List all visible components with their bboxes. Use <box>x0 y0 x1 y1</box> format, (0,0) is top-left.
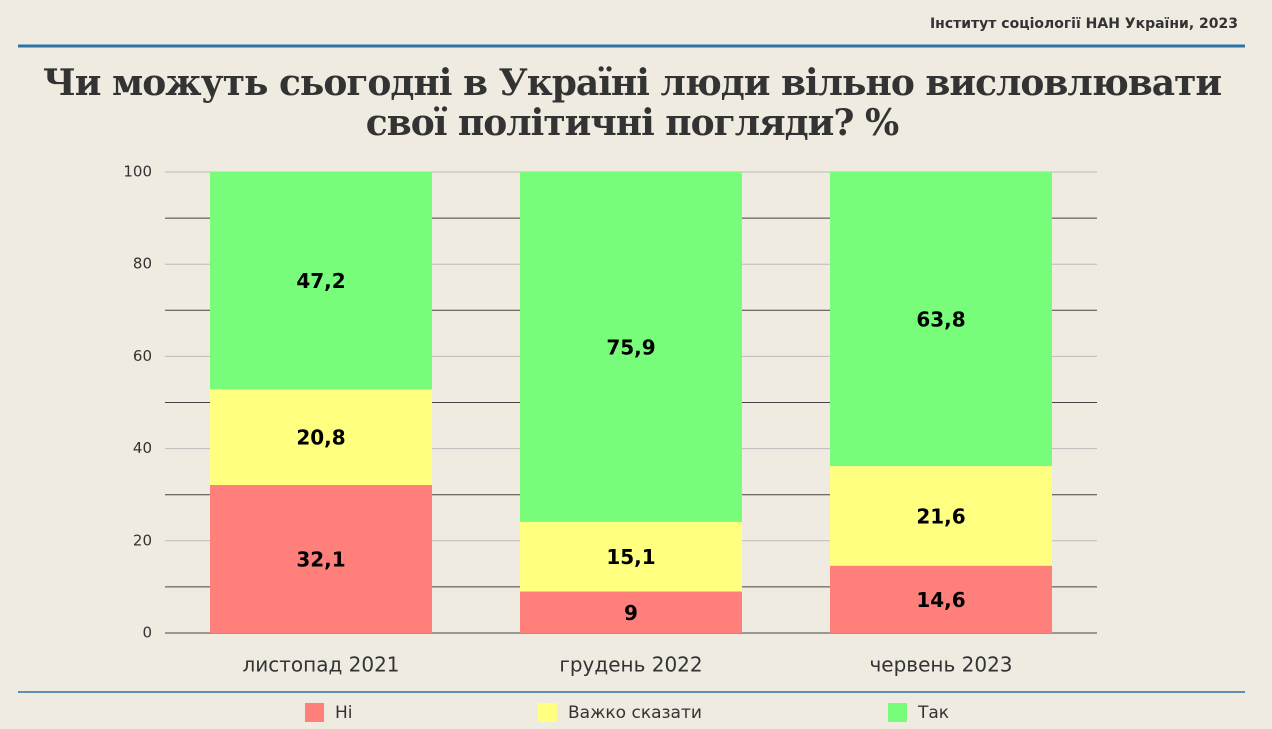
y-tick-label: 80 <box>133 255 152 273</box>
data-label: 32,1 <box>296 548 345 572</box>
y-tick-label: 0 <box>142 624 152 642</box>
data-label: 9 <box>624 601 638 625</box>
bar-segment <box>210 485 432 633</box>
data-label: 14,6 <box>916 588 965 612</box>
legend-label: Важко сказати <box>568 703 702 723</box>
bar-segment <box>210 171 432 390</box>
bar-segment <box>830 172 1052 467</box>
data-label: 21,6 <box>916 504 965 528</box>
y-tick-label: 40 <box>133 439 152 457</box>
legend-label: Так <box>917 703 949 723</box>
bar-segment <box>520 521 742 592</box>
bar-segment <box>520 591 742 633</box>
bar-segment <box>830 565 1052 633</box>
y-tick-label: 60 <box>133 347 152 365</box>
source: Інститут соціології НАН України, 2023 <box>930 16 1238 32</box>
legend-swatch <box>538 703 557 722</box>
bar-segment <box>830 466 1052 566</box>
chart-title: свої політичні погляди? % <box>366 102 899 144</box>
data-label: 63,8 <box>916 308 965 332</box>
x-tick-label: грудень 2022 <box>559 653 702 677</box>
y-tick-label: 20 <box>133 531 152 549</box>
legend-swatch <box>305 703 324 722</box>
y-tick-label: 100 <box>123 163 152 181</box>
legend-label: Ні <box>335 703 353 723</box>
chart-title: Чи можуть сьогодні в Україні люди вільно… <box>43 62 1221 104</box>
bar-segment <box>520 172 742 522</box>
legend-swatch <box>888 703 907 722</box>
data-label: 75,9 <box>606 335 655 359</box>
bar-segment <box>210 389 432 486</box>
x-tick-label: червень 2023 <box>869 653 1012 677</box>
x-tick-label: листопад 2021 <box>242 653 399 677</box>
data-label: 15,1 <box>606 545 655 569</box>
data-label: 47,2 <box>296 269 345 293</box>
data-label: 20,8 <box>296 426 345 450</box>
